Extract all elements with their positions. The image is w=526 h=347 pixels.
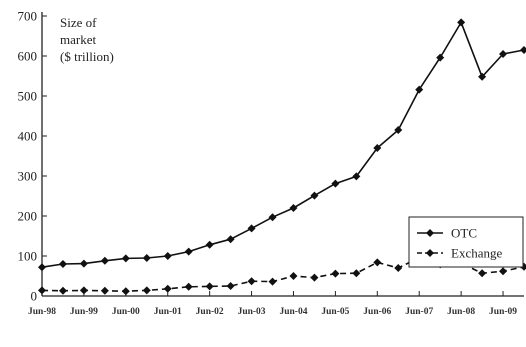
data-point-exchange — [373, 258, 382, 267]
data-point-exchange — [268, 277, 277, 286]
y-tick-label: 100 — [18, 249, 38, 264]
data-point-exchange — [310, 273, 319, 282]
data-point-otc — [499, 50, 508, 58]
x-tick-label: Jun-00 — [112, 307, 140, 317]
data-point-otc — [394, 126, 403, 134]
x-axis-ticks: Jun-98 Jun-99 Jun-00 Jun-01 Jun-02 Jun-03 Jun-… — [28, 291, 517, 317]
data-point-otc — [268, 213, 277, 222]
data-point-exchange — [38, 286, 46, 295]
data-point-otc — [415, 85, 424, 94]
y-axis-ticks: 0 100 200 300 400 500 600 700 — [18, 9, 47, 304]
data-point-otc — [100, 256, 109, 265]
data-point-exchange — [226, 282, 235, 290]
data-point-otc — [184, 247, 193, 256]
x-tick-label: Jun-02 — [196, 307, 224, 317]
legend-marker-otc — [426, 229, 434, 237]
data-point-exchange — [394, 264, 403, 272]
legend: OTC Exchange — [408, 216, 524, 268]
data-point-exchange — [121, 287, 130, 296]
data-point-exchange — [163, 284, 172, 293]
legend-marker-exchange — [426, 249, 434, 257]
y-axis-label-line: Size of — [60, 15, 97, 30]
x-tick-label: Jun-03 — [238, 307, 266, 317]
legend-label-exchange: Exchange — [451, 246, 502, 261]
y-tick-label: 600 — [18, 49, 38, 64]
data-point-exchange — [58, 286, 67, 295]
data-point-exchange — [100, 286, 109, 295]
x-tick-label: Jun-07 — [405, 307, 433, 317]
y-axis-label: Size of market ($ trillion) — [60, 15, 114, 64]
y-tick-label: 500 — [18, 89, 38, 104]
legend-label-otc: OTC — [451, 226, 477, 241]
series-group — [38, 18, 526, 296]
x-tick-label: Jun-04 — [279, 307, 307, 317]
data-point-exchange — [79, 286, 88, 295]
data-point-otc — [142, 254, 151, 262]
x-tick-label: Jun-09 — [489, 307, 517, 317]
data-point-otc — [163, 252, 172, 260]
data-point-otc — [226, 235, 235, 244]
data-point-otc — [352, 172, 361, 181]
axes — [41, 12, 524, 297]
x-tick-label: Jun-05 — [321, 307, 349, 317]
x-tick-label: Jun-99 — [70, 307, 98, 317]
y-tick-label: 400 — [18, 129, 38, 144]
x-tick-label: Jun-01 — [154, 307, 182, 317]
data-point-exchange — [289, 272, 298, 280]
data-point-exchange — [247, 277, 256, 286]
data-point-otc — [247, 224, 256, 233]
y-tick-label: 200 — [18, 209, 38, 224]
data-point-otc — [478, 72, 487, 81]
data-point-otc — [58, 260, 67, 268]
data-point-otc — [520, 46, 526, 54]
data-point-otc — [436, 53, 445, 62]
x-tick-label: Jun-98 — [28, 307, 56, 317]
x-tick-label: Jun-08 — [447, 307, 475, 317]
y-axis-label-line: ($ trillion) — [60, 49, 114, 64]
data-point-exchange — [331, 269, 340, 278]
data-point-exchange — [205, 282, 214, 291]
data-point-exchange — [499, 267, 508, 276]
y-tick-label: 700 — [18, 9, 38, 24]
data-point-otc — [310, 191, 319, 200]
y-tick-label: 300 — [18, 169, 38, 184]
y-tick-label: 0 — [31, 289, 38, 304]
data-point-exchange — [352, 269, 361, 278]
data-point-exchange — [184, 282, 193, 291]
series-otc — [38, 18, 526, 272]
data-point-exchange — [142, 286, 151, 295]
data-point-otc — [79, 259, 88, 268]
data-point-otc — [373, 144, 382, 152]
x-tick-label: Jun-06 — [363, 307, 391, 317]
data-point-exchange — [478, 269, 487, 278]
data-point-otc — [289, 204, 298, 212]
data-point-otc — [331, 179, 340, 188]
data-point-otc — [205, 240, 214, 249]
data-point-otc — [457, 18, 466, 27]
legend-box — [408, 216, 524, 268]
data-point-otc — [121, 254, 130, 263]
data-point-otc — [38, 263, 46, 272]
y-axis-label-line: market — [60, 32, 96, 47]
